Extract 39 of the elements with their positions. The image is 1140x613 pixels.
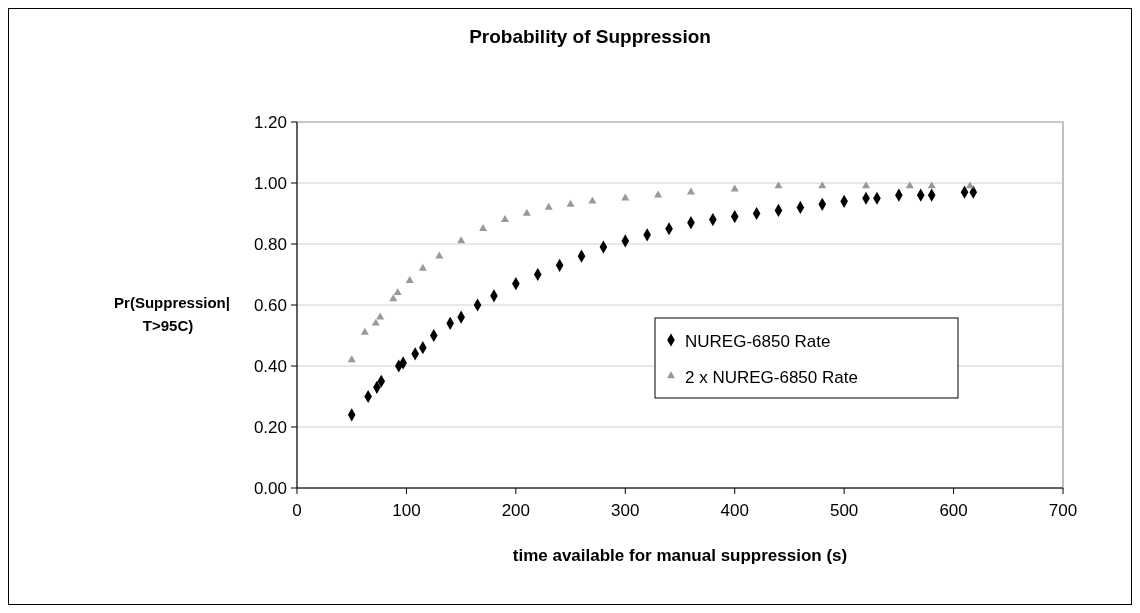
y-tick-label: 0.80 [253, 235, 287, 254]
y-tick-label: 0.40 [253, 357, 287, 376]
x-tick-label: 100 [392, 501, 421, 520]
y-tick-label: 0.20 [253, 418, 287, 437]
point [588, 196, 597, 204]
point [389, 294, 398, 302]
chart-title: Probability of Suppression [469, 26, 711, 47]
point [360, 327, 369, 335]
x-tick-label: 700 [1048, 501, 1078, 520]
y-tick-label: 0.00 [253, 479, 287, 498]
y-tick-label: 0.60 [253, 296, 287, 315]
point [654, 190, 663, 198]
x-tick-label: 500 [829, 501, 859, 520]
point [479, 224, 488, 232]
point [621, 193, 630, 201]
point [457, 236, 466, 244]
x-tick-label: 400 [720, 501, 749, 520]
point [522, 208, 531, 216]
point [347, 355, 356, 363]
point [376, 312, 385, 320]
x-tick-label: 200 [501, 501, 531, 520]
point [405, 275, 414, 283]
x-axis-title: time available for manual suppression (s) [512, 546, 848, 565]
point [418, 263, 427, 271]
y-tick-label: 1.00 [253, 174, 287, 193]
point [862, 181, 871, 189]
point [544, 202, 553, 210]
point [435, 251, 444, 259]
point [500, 214, 509, 222]
y-axis-title: Pr(Suppression| T>95C) [114, 294, 230, 334]
point [371, 318, 380, 326]
x-tick-label: 300 [611, 501, 640, 520]
x-tick-label: 600 [939, 501, 968, 520]
x-tick-label: 0 [292, 501, 302, 520]
y-tick-label: 1.20 [253, 113, 287, 132]
point [393, 288, 402, 296]
point [566, 199, 575, 207]
legend-label: NUREG-6850 Rate [685, 332, 831, 351]
legend-label: 2 x NUREG-6850 Rate [685, 368, 858, 387]
